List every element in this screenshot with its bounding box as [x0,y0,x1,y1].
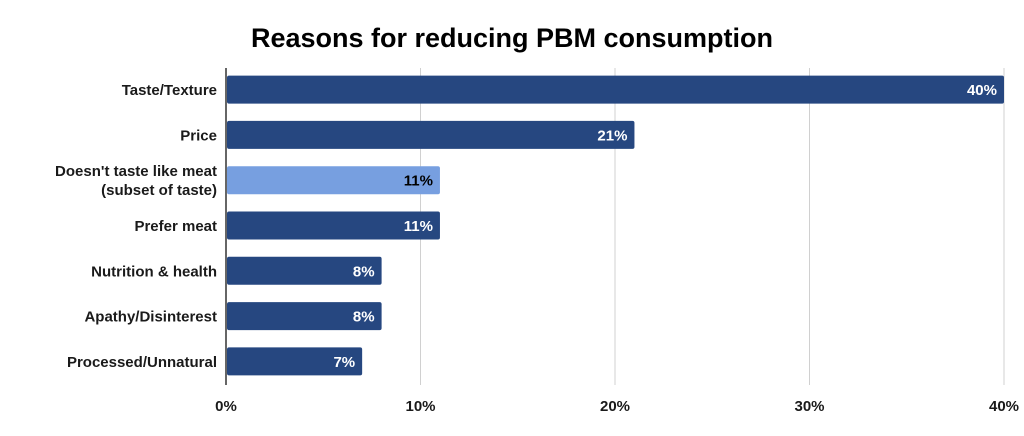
bar [227,302,382,331]
data-label: 8% [353,309,375,326]
chart-title: Reasons for reducing PBM consumption [251,23,773,53]
category-label: Taste/Texture [122,82,217,99]
data-label: 21% [597,127,627,144]
category-label: Prefer meat [134,218,217,235]
x-tick-label: 30% [794,398,824,415]
data-label: 8% [353,263,375,280]
bar [227,256,382,285]
bar [227,120,635,149]
bar [227,211,440,240]
x-tick-label: 40% [989,398,1019,415]
bar [227,166,440,195]
x-tick-label: 20% [600,398,630,415]
category-label: Apathy/Disinterest [84,309,217,326]
category-label: Price [180,127,217,144]
data-label: 40% [967,82,997,99]
x-tick-label: 10% [405,398,435,415]
data-label: 7% [333,354,355,371]
data-label: 11% [404,173,433,190]
bar [227,75,1004,104]
category-label: Processed/Unnatural [67,354,217,371]
bar [227,347,363,376]
category-label: (subset of taste) [101,182,217,199]
category-label: Nutrition & health [91,263,217,280]
data-label: 11% [404,218,433,235]
category-label: Doesn't taste like meat [55,163,217,180]
x-tick-label: 0% [215,398,237,415]
